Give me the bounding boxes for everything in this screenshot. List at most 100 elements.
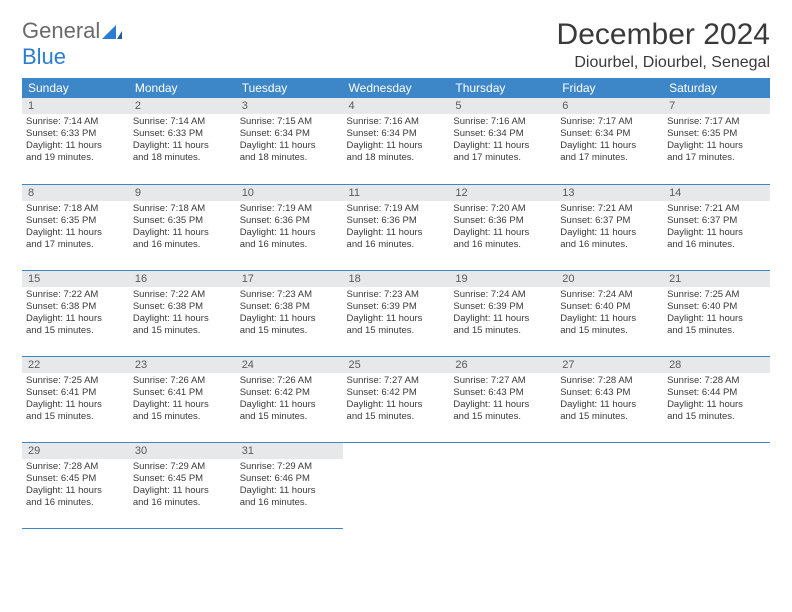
daylight-text-1: Daylight: 11 hours [133, 399, 232, 411]
calendar-cell: 3Sunrise: 7:15 AMSunset: 6:34 PMDaylight… [236, 98, 343, 184]
daylight-text-2: and 15 minutes. [667, 411, 766, 423]
daylight-text-1: Daylight: 11 hours [560, 227, 659, 239]
day-body: Sunrise: 7:22 AMSunset: 6:38 PMDaylight:… [22, 287, 129, 342]
daylight-text-1: Daylight: 11 hours [453, 399, 552, 411]
logo-sail-icon [102, 23, 122, 44]
calendar-table: Sunday Monday Tuesday Wednesday Thursday… [22, 78, 770, 529]
day-body: Sunrise: 7:18 AMSunset: 6:35 PMDaylight:… [129, 201, 236, 256]
day-body: Sunrise: 7:29 AMSunset: 6:46 PMDaylight:… [236, 459, 343, 514]
calendar-cell: 12Sunrise: 7:20 AMSunset: 6:36 PMDayligh… [449, 184, 556, 270]
daylight-text-1: Daylight: 11 hours [453, 227, 552, 239]
sunset-text: Sunset: 6:34 PM [347, 128, 446, 140]
sunset-text: Sunset: 6:40 PM [667, 301, 766, 313]
sunrise-text: Sunrise: 7:25 AM [667, 289, 766, 301]
sunrise-text: Sunrise: 7:17 AM [667, 116, 766, 128]
day-number: 28 [663, 357, 770, 373]
sunset-text: Sunset: 6:33 PM [133, 128, 232, 140]
daylight-text-2: and 17 minutes. [667, 152, 766, 164]
sunset-text: Sunset: 6:36 PM [347, 215, 446, 227]
calendar-cell: 8Sunrise: 7:18 AMSunset: 6:35 PMDaylight… [22, 184, 129, 270]
calendar-cell: 31Sunrise: 7:29 AMSunset: 6:46 PMDayligh… [236, 442, 343, 528]
day-number: 2 [129, 98, 236, 114]
daylight-text-2: and 18 minutes. [240, 152, 339, 164]
daylight-text-1: Daylight: 11 hours [240, 313, 339, 325]
daylight-text-1: Daylight: 11 hours [26, 140, 125, 152]
sunrise-text: Sunrise: 7:29 AM [133, 461, 232, 473]
day-number: 18 [343, 271, 450, 287]
day-number: 19 [449, 271, 556, 287]
daylight-text-2: and 16 minutes. [133, 239, 232, 251]
day-number: 9 [129, 185, 236, 201]
calendar-cell: 15Sunrise: 7:22 AMSunset: 6:38 PMDayligh… [22, 270, 129, 356]
day-number: 20 [556, 271, 663, 287]
daylight-text-2: and 15 minutes. [26, 411, 125, 423]
calendar-row: 8Sunrise: 7:18 AMSunset: 6:35 PMDaylight… [22, 184, 770, 270]
day-body: Sunrise: 7:22 AMSunset: 6:38 PMDaylight:… [129, 287, 236, 342]
day-body: Sunrise: 7:19 AMSunset: 6:36 PMDaylight:… [343, 201, 450, 256]
sunset-text: Sunset: 6:40 PM [560, 301, 659, 313]
calendar-cell: 5Sunrise: 7:16 AMSunset: 6:34 PMDaylight… [449, 98, 556, 184]
daylight-text-1: Daylight: 11 hours [133, 227, 232, 239]
daylight-text-2: and 16 minutes. [133, 497, 232, 509]
daylight-text-1: Daylight: 11 hours [560, 313, 659, 325]
logo-word1: General [22, 18, 100, 43]
daylight-text-2: and 15 minutes. [453, 411, 552, 423]
sunrise-text: Sunrise: 7:28 AM [667, 375, 766, 387]
day-number: 10 [236, 185, 343, 201]
daylight-text-1: Daylight: 11 hours [133, 313, 232, 325]
sunset-text: Sunset: 6:36 PM [240, 215, 339, 227]
daylight-text-1: Daylight: 11 hours [560, 140, 659, 152]
day-body: Sunrise: 7:23 AMSunset: 6:39 PMDaylight:… [343, 287, 450, 342]
calendar-cell: 13Sunrise: 7:21 AMSunset: 6:37 PMDayligh… [556, 184, 663, 270]
day-number: 15 [22, 271, 129, 287]
daylight-text-2: and 15 minutes. [240, 411, 339, 423]
day-body: Sunrise: 7:23 AMSunset: 6:38 PMDaylight:… [236, 287, 343, 342]
day-number: 21 [663, 271, 770, 287]
day-body: Sunrise: 7:28 AMSunset: 6:44 PMDaylight:… [663, 373, 770, 428]
sunrise-text: Sunrise: 7:28 AM [560, 375, 659, 387]
daylight-text-2: and 17 minutes. [560, 152, 659, 164]
sunrise-text: Sunrise: 7:21 AM [560, 203, 659, 215]
calendar-cell: 14Sunrise: 7:21 AMSunset: 6:37 PMDayligh… [663, 184, 770, 270]
daylight-text-1: Daylight: 11 hours [26, 485, 125, 497]
day-number: 14 [663, 185, 770, 201]
daylight-text-2: and 16 minutes. [26, 497, 125, 509]
sunset-text: Sunset: 6:39 PM [453, 301, 552, 313]
sunrise-text: Sunrise: 7:23 AM [347, 289, 446, 301]
sunrise-text: Sunrise: 7:26 AM [240, 375, 339, 387]
day-body: Sunrise: 7:20 AMSunset: 6:36 PMDaylight:… [449, 201, 556, 256]
daylight-text-1: Daylight: 11 hours [347, 227, 446, 239]
daylight-text-2: and 15 minutes. [560, 325, 659, 337]
day-body: Sunrise: 7:17 AMSunset: 6:34 PMDaylight:… [556, 114, 663, 169]
day-number: 24 [236, 357, 343, 373]
daylight-text-2: and 15 minutes. [240, 325, 339, 337]
sunrise-text: Sunrise: 7:28 AM [26, 461, 125, 473]
sunrise-text: Sunrise: 7:17 AM [560, 116, 659, 128]
daylight-text-1: Daylight: 11 hours [560, 399, 659, 411]
daylight-text-1: Daylight: 11 hours [347, 313, 446, 325]
sunset-text: Sunset: 6:35 PM [667, 128, 766, 140]
month-title: December 2024 [557, 18, 770, 52]
sunset-text: Sunset: 6:38 PM [26, 301, 125, 313]
daylight-text-1: Daylight: 11 hours [26, 313, 125, 325]
sunset-text: Sunset: 6:43 PM [560, 387, 659, 399]
day-body: Sunrise: 7:27 AMSunset: 6:43 PMDaylight:… [449, 373, 556, 428]
day-body: Sunrise: 7:17 AMSunset: 6:35 PMDaylight:… [663, 114, 770, 169]
sunrise-text: Sunrise: 7:14 AM [133, 116, 232, 128]
daylight-text-2: and 16 minutes. [453, 239, 552, 251]
sunrise-text: Sunrise: 7:16 AM [347, 116, 446, 128]
sunset-text: Sunset: 6:42 PM [240, 387, 339, 399]
sunrise-text: Sunrise: 7:23 AM [240, 289, 339, 301]
sunset-text: Sunset: 6:35 PM [26, 215, 125, 227]
calendar-cell: 11Sunrise: 7:19 AMSunset: 6:36 PMDayligh… [343, 184, 450, 270]
calendar-cell: 17Sunrise: 7:23 AMSunset: 6:38 PMDayligh… [236, 270, 343, 356]
daylight-text-2: and 15 minutes. [26, 325, 125, 337]
daylight-text-2: and 15 minutes. [347, 411, 446, 423]
daylight-text-1: Daylight: 11 hours [133, 140, 232, 152]
weekday-header: Friday [556, 78, 663, 98]
day-body: Sunrise: 7:27 AMSunset: 6:42 PMDaylight:… [343, 373, 450, 428]
day-body: Sunrise: 7:24 AMSunset: 6:39 PMDaylight:… [449, 287, 556, 342]
sunrise-text: Sunrise: 7:26 AM [133, 375, 232, 387]
day-body: Sunrise: 7:25 AMSunset: 6:40 PMDaylight:… [663, 287, 770, 342]
day-number: 4 [343, 98, 450, 114]
